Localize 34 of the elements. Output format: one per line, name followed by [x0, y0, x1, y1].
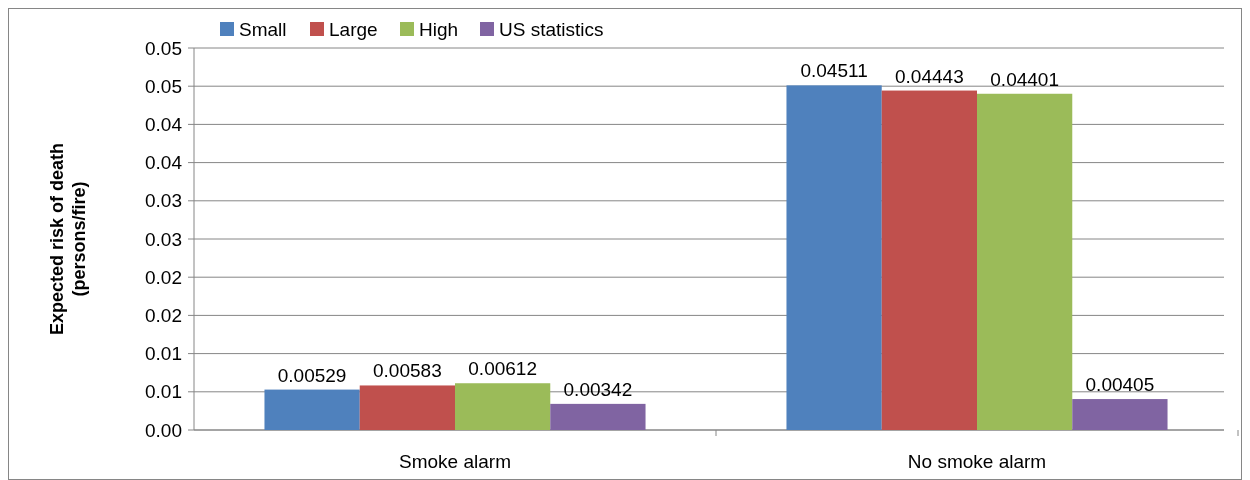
y-tick-label: 0.03: [145, 228, 182, 250]
bar: [550, 403, 646, 430]
legend-label: High: [419, 18, 459, 40]
y-tick-label: 0.01: [145, 381, 182, 403]
bar: [455, 383, 551, 430]
y-tick-label: 0.02: [145, 305, 182, 327]
bar: [1072, 399, 1168, 430]
y-tick-label: 0.03: [145, 190, 182, 212]
y-tick-label: 0.00: [145, 419, 182, 441]
y-tick-label: 0.01: [145, 343, 182, 365]
y-tick-label: 0.05: [145, 37, 182, 59]
x-tick-label: No smoke alarm: [907, 451, 1047, 472]
data-label: 0.00583: [373, 360, 442, 382]
data-label: 0.00342: [563, 378, 633, 400]
data-label: 0.00405: [1085, 374, 1155, 396]
data-label: 0.04511: [800, 60, 868, 82]
y-tick-label: 0.02: [145, 266, 182, 288]
x-tick-label: Smoke alarm: [399, 451, 511, 472]
bar: [881, 90, 977, 430]
legend-label: Small: [239, 18, 287, 40]
data-label: 0.00529: [277, 364, 347, 386]
y-tick-label: 0.04: [145, 152, 183, 174]
y-axis-title: Expected risk of death (persons/fire): [47, 142, 89, 336]
bar: [786, 85, 882, 430]
data-label: 0.04443: [895, 65, 964, 87]
y-tick-label: 0.05: [145, 75, 182, 97]
y-tick-label: 0.04: [145, 114, 183, 136]
bar: [359, 385, 455, 430]
legend-label: US statistics: [499, 18, 604, 40]
bar: [264, 389, 360, 430]
legend-label: Large: [329, 18, 378, 40]
data-label: 0.04401: [990, 68, 1059, 90]
bar: [977, 93, 1073, 430]
data-label: 0.00612: [468, 358, 537, 380]
